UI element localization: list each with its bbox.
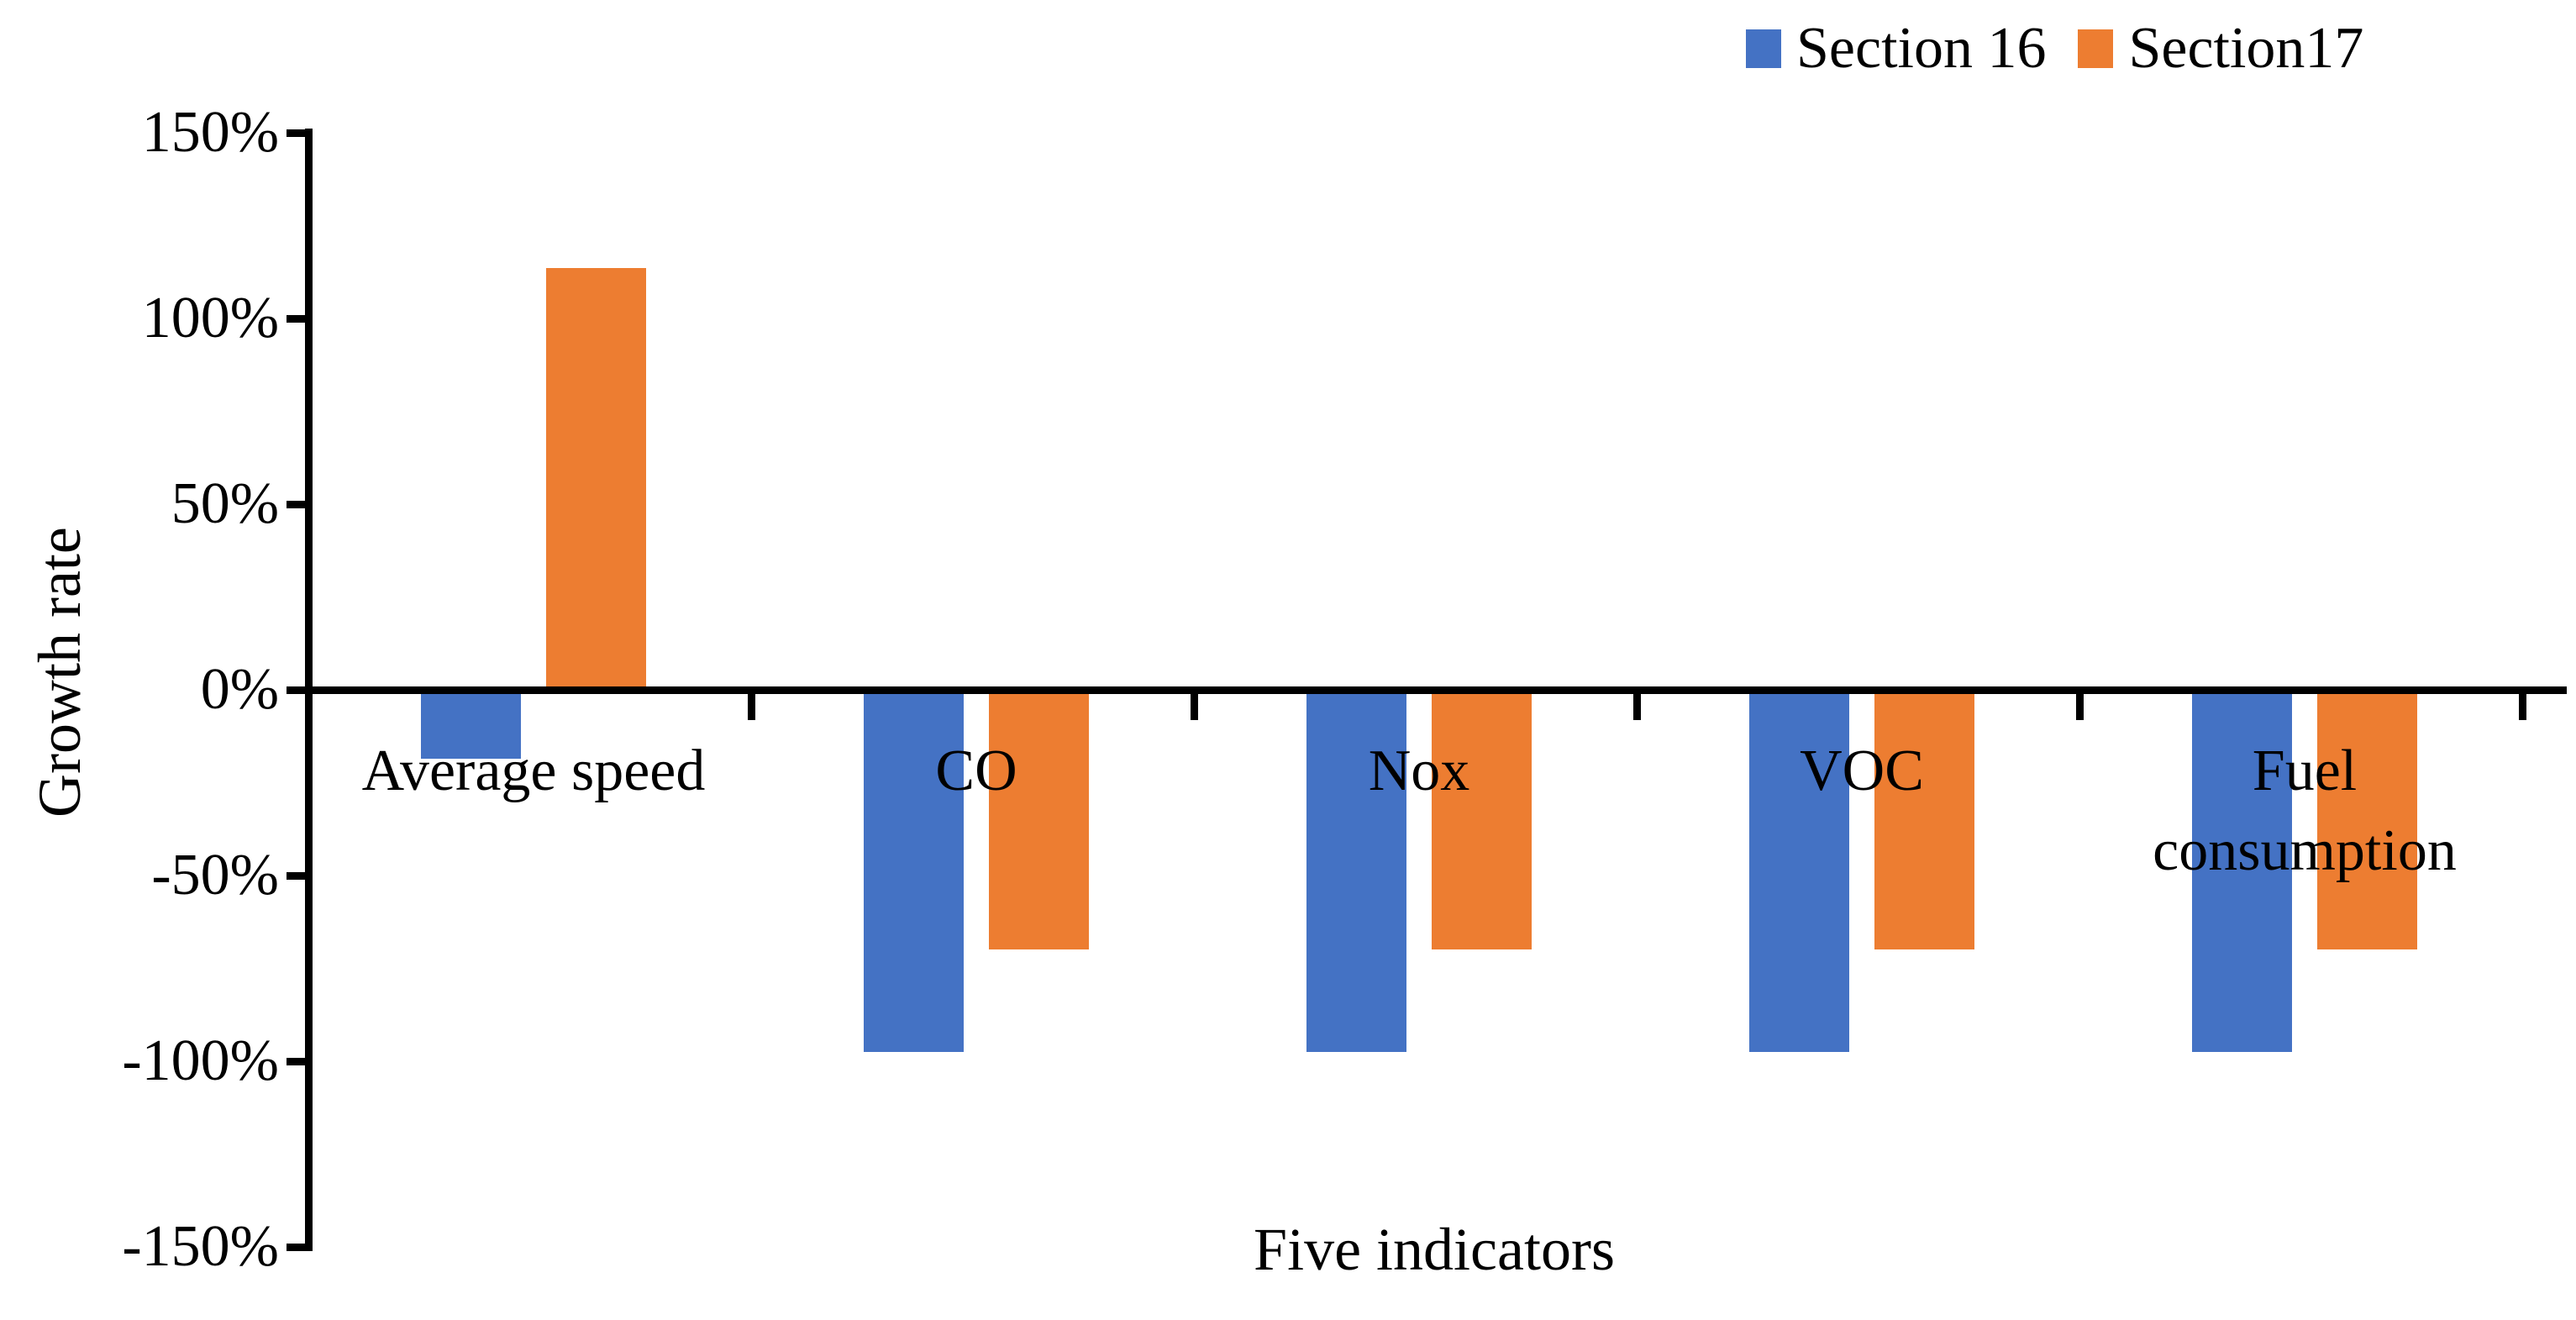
bar-section-16-nox xyxy=(1306,690,1406,1052)
y-tick-label: -150% xyxy=(122,1214,279,1279)
y-tick-label: -100% xyxy=(122,1028,279,1093)
x-axis-tick xyxy=(1632,690,1641,720)
x-axis-tick xyxy=(2518,690,2526,720)
category-label: Average speed xyxy=(361,739,706,803)
y-tick-label: 50% xyxy=(171,471,279,536)
y-axis-tick xyxy=(287,129,308,137)
y-axis-tick xyxy=(287,500,308,508)
bar-section17-voc xyxy=(1874,690,1974,950)
bar-section17-average-speed xyxy=(546,267,646,690)
y-axis-tick xyxy=(287,871,308,880)
category-label: Nox xyxy=(1368,739,1470,803)
category-label: VOC xyxy=(1800,739,1924,803)
x-axis-tick xyxy=(2075,690,2084,720)
x-axis-line xyxy=(304,686,2567,694)
legend-label: Section 16 xyxy=(1796,16,2047,81)
y-tick-label: -50% xyxy=(151,843,279,907)
x-axis-tick xyxy=(747,690,755,720)
legend: Section 16 Section17 xyxy=(1746,17,2363,81)
legend-marker-icon xyxy=(1746,29,1781,68)
category-label: Fuel consumption xyxy=(2153,739,2457,883)
bar-section-16-average-speed xyxy=(421,690,521,760)
y-axis-tick xyxy=(287,1243,308,1251)
bar-section17-nox xyxy=(1432,690,1532,950)
x-axis-title: Five indicators xyxy=(1254,1216,1615,1283)
y-tick-label: 0% xyxy=(200,657,279,722)
y-tick-label: 150% xyxy=(141,100,279,165)
bar-section-16-co xyxy=(864,690,964,1052)
y-tick-label: 100% xyxy=(141,286,279,350)
x-axis-tick xyxy=(1190,690,1198,720)
y-axis-tick xyxy=(287,1057,308,1065)
bar-section17-co xyxy=(989,690,1089,950)
category-label: CO xyxy=(935,739,1017,803)
bar-section-16-fuel-consumption xyxy=(2192,690,2292,1052)
bar-section-16-voc xyxy=(1749,690,1849,1052)
y-axis-tick xyxy=(287,314,308,323)
y-axis-tick xyxy=(287,686,308,694)
legend-label: Section17 xyxy=(2128,16,2364,81)
legend-entry: Section17 xyxy=(2078,17,2363,81)
bar-section17-fuel-consumption xyxy=(2317,690,2417,950)
legend-marker-icon xyxy=(2078,29,2114,68)
legend-entry: Section 16 xyxy=(1746,17,2046,81)
